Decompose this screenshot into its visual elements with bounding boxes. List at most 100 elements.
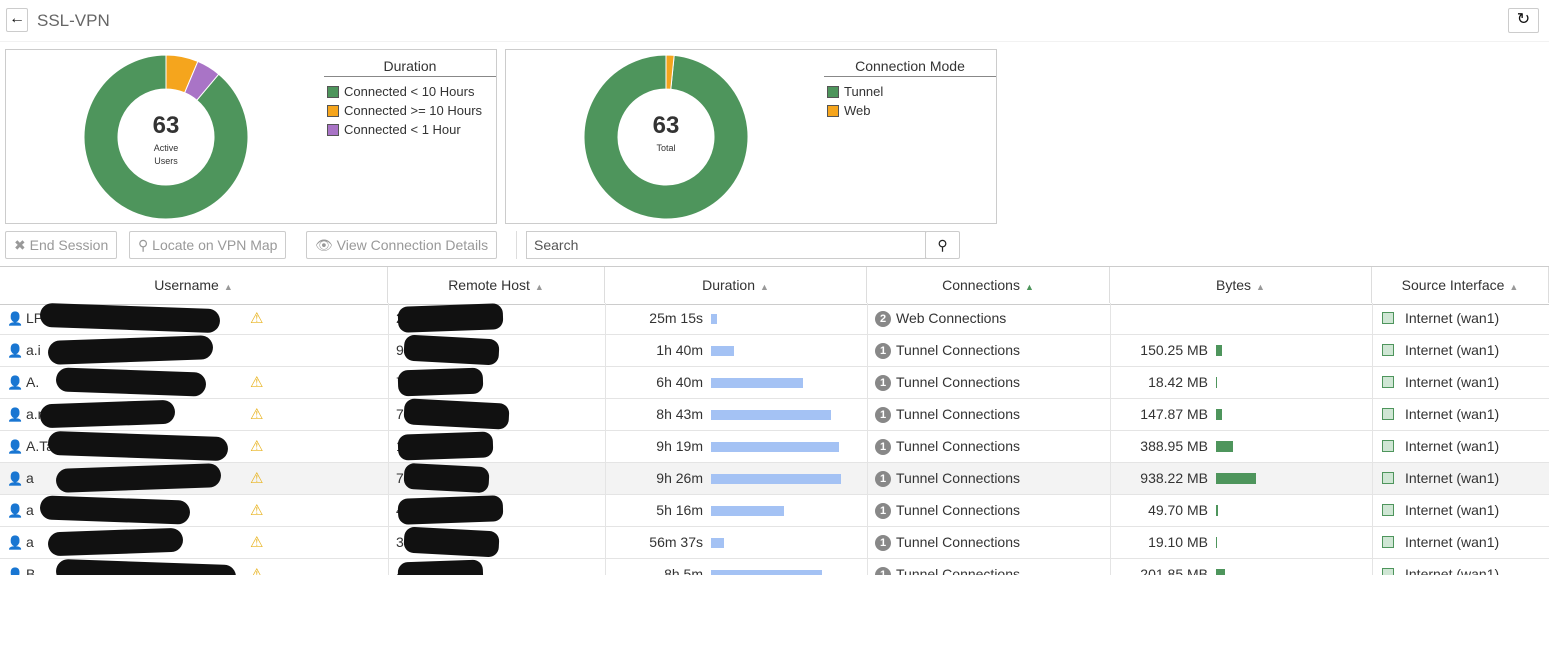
username: LP [26, 310, 44, 326]
redaction [403, 462, 490, 494]
column-header: Connections ▲ [867, 267, 1110, 303]
warning-icon: ⚠ [250, 438, 264, 455]
column-divider [1372, 431, 1373, 463]
column-divider [1110, 559, 1111, 575]
user-icon: 👤 [7, 567, 24, 575]
bytes: 201.85 MB [1140, 566, 1208, 575]
column-divider [1372, 495, 1373, 527]
redaction [47, 335, 214, 365]
duration-bar [711, 506, 784, 516]
redaction [39, 399, 176, 429]
end-session-button[interactable]: ✖ End Session [5, 231, 118, 259]
legend-label: Tunnel [844, 84, 884, 99]
sort-icon: ▲ [223, 282, 233, 292]
warning-icon: ⚠ [250, 502, 264, 519]
column-title: Duration [702, 277, 755, 293]
sort-icon: ▲ [760, 282, 769, 292]
bytes-bar [1216, 345, 1223, 356]
refresh-button[interactable]: ↻ [1508, 8, 1539, 33]
center-value: 63 [652, 112, 680, 139]
donut-slice [83, 54, 249, 220]
bytes: 150.25 MB [1140, 342, 1208, 358]
redaction [55, 558, 237, 575]
column-divider [1110, 527, 1111, 559]
connection-count: 1 [879, 441, 887, 453]
interface-icon [1382, 472, 1394, 484]
source-interface: Internet (wan1) [1405, 438, 1500, 454]
table-header: Username ▲ Remote Host ▲ Duration ▲ Connection… [0, 266, 1549, 305]
source-interface: Internet (wan1) [1405, 566, 1500, 575]
source-interface: Internet (wan1) [1405, 502, 1500, 518]
column-header: Remote Host ▲ [388, 267, 605, 303]
column-divider [388, 303, 389, 335]
legend-item: Connected >= 10 Hours [326, 101, 496, 120]
bytes: 147.87 MB [1140, 406, 1208, 422]
warning-icon: ⚠ [250, 310, 264, 327]
back-button[interactable]: ← [6, 8, 28, 32]
user-icon: 👤 [7, 535, 24, 550]
column-divider [388, 559, 389, 575]
duration-bar [711, 378, 803, 388]
bytes-bar [1216, 505, 1219, 516]
redaction [39, 495, 191, 525]
duration-bar [711, 442, 840, 452]
chart-panel: 63 Active Users Duration Connected < 10 Hou… [5, 49, 497, 224]
connections: Tunnel Connections [896, 534, 1021, 550]
connections: Tunnel Connections [896, 406, 1021, 422]
interface-icon [1382, 504, 1394, 516]
redaction [47, 527, 184, 557]
legend-label: Connected < 10 Hours [344, 84, 475, 99]
user-icon: 👤 [7, 311, 24, 326]
search-button[interactable]: ⚲ [925, 231, 960, 259]
column-divider [1110, 463, 1111, 495]
duration: 9h 19m [656, 438, 703, 454]
connections: Web Connections [896, 310, 1007, 326]
details-button[interactable]: 👁 View Connection Details [306, 231, 498, 259]
duration: 56m 37s [649, 534, 703, 550]
column-divider [605, 431, 606, 463]
column-divider [388, 367, 389, 399]
warning-icon: ⚠ [250, 374, 264, 391]
center-label: Active Users [153, 143, 179, 166]
source-interface: Internet (wan1) [1405, 534, 1500, 550]
legend-title: Duration [324, 56, 496, 77]
legend-swatch [327, 124, 339, 136]
search-input[interactable]: Search [526, 231, 926, 259]
bytes-bar [1216, 441, 1233, 452]
column-header: Source Interface ▲ [1372, 267, 1549, 303]
warning-icon: ⚠ [250, 406, 264, 423]
column-divider [867, 431, 868, 463]
center-value: 63 [152, 112, 180, 139]
connection-count-badge: 1 [875, 503, 891, 519]
user-icon: 👤 [7, 439, 24, 454]
bytes-bar [1216, 537, 1217, 548]
donut-slice [665, 54, 675, 90]
duration-bar [711, 474, 841, 484]
source-interface: Internet (wan1) [1405, 310, 1500, 326]
connection-count: 1 [879, 345, 887, 357]
button-label: View Connection Details [336, 237, 489, 253]
duration-bar [711, 570, 823, 575]
interface-icon [1382, 344, 1394, 356]
remote-host: 7 [396, 470, 404, 486]
legend: Duration Connected < 10 Hours Connected >=… [324, 56, 496, 139]
bytes: 19.10 MB [1148, 534, 1208, 550]
connection-count: 2 [879, 313, 887, 325]
donut-slice [583, 54, 749, 220]
column-divider [867, 527, 868, 559]
column-divider [1372, 399, 1373, 431]
column-divider [1110, 399, 1111, 431]
legend-swatch [827, 105, 839, 117]
duration: 9h 26m [656, 470, 703, 486]
locate-button[interactable]: ⚲ Locate on VPN Map [129, 231, 287, 259]
column-divider [1372, 335, 1373, 367]
duration: 1h 40m [656, 342, 703, 358]
button-label: Locate on VPN Map [152, 237, 278, 253]
column-divider [867, 303, 868, 335]
source-interface: Internet (wan1) [1405, 470, 1500, 486]
legend-label: Web [844, 103, 871, 118]
